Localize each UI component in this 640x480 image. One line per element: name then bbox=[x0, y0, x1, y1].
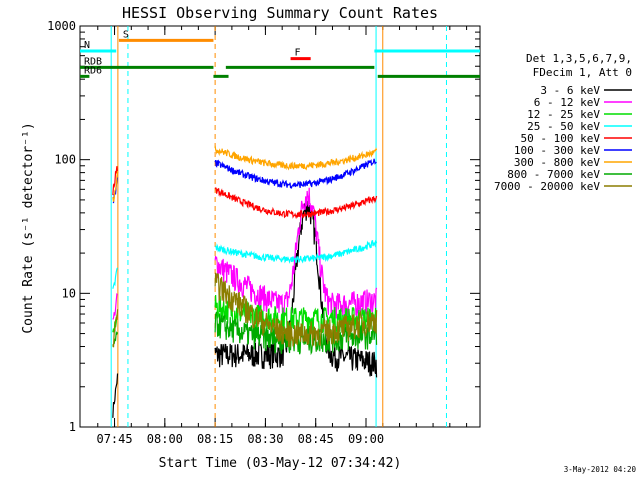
plot-frame bbox=[79, 25, 481, 428]
series-line-day bbox=[214, 200, 378, 378]
legend-label: 3 - 6 keV bbox=[540, 84, 600, 97]
series-line-pre bbox=[112, 373, 119, 418]
chart-title: HESSI Observing Summary Count Rates bbox=[122, 4, 438, 22]
status-label: N bbox=[84, 40, 90, 51]
series-line-pre bbox=[112, 166, 119, 196]
x-tick-label: 08:30 bbox=[247, 432, 283, 446]
legend-label: 300 - 800 keV bbox=[514, 156, 600, 169]
series-line-day bbox=[214, 158, 377, 190]
status-label: F bbox=[295, 48, 301, 59]
plot-area: 1 10 100 1000 07:45 08:00 08:15 08:30 08:45 09:00… bbox=[47, 19, 632, 446]
series-line-pre bbox=[112, 293, 118, 320]
series-line-day bbox=[214, 272, 378, 348]
legend-label: 50 - 100 keV bbox=[521, 132, 601, 145]
legend-label: 25 - 50 keV bbox=[527, 120, 600, 133]
legend-label: 12 - 25 keV bbox=[527, 108, 600, 121]
legend-label: 800 - 7000 keV bbox=[507, 168, 600, 181]
series-line-day bbox=[214, 187, 378, 220]
y-tick-label: 10 bbox=[62, 286, 76, 300]
x-tick-label: 07:45 bbox=[96, 432, 132, 446]
x-tick-label: 09:00 bbox=[348, 432, 384, 446]
status-label: RD6 bbox=[84, 65, 102, 76]
y-tick-label: 1000 bbox=[47, 19, 76, 33]
series-line-pre bbox=[112, 267, 119, 289]
legend-label: 6 - 12 keV bbox=[534, 96, 601, 109]
y-tick-label: 100 bbox=[54, 153, 76, 167]
x-tick-label: 08:00 bbox=[147, 432, 183, 446]
x-axis-label: Start Time (03-May-12 07:34:42) bbox=[159, 456, 402, 471]
legend-header-line: FDecim 1, Att 0 bbox=[533, 66, 632, 79]
series-line-pre bbox=[112, 170, 119, 202]
y-axis-label: Count Rate (s⁻¹ detector⁻¹) bbox=[21, 122, 36, 333]
x-tick-label: 08:45 bbox=[298, 432, 334, 446]
series-line-day bbox=[214, 187, 378, 319]
legend-header-line: Det 1,3,5,6,7,9, bbox=[526, 52, 632, 65]
series-line-day bbox=[214, 240, 378, 264]
legend-label: 7000 - 20000 keV bbox=[494, 180, 600, 193]
y-tick-label: 1 bbox=[69, 420, 76, 434]
series-line-pre bbox=[112, 309, 119, 348]
status-label: RDB bbox=[84, 56, 102, 67]
legend-label: 100 - 300 keV bbox=[514, 144, 600, 157]
timestamp: 3-May-2012 04:20 bbox=[564, 465, 637, 474]
series-line-day bbox=[214, 145, 378, 171]
status-label: S bbox=[123, 29, 129, 40]
x-tick-label: 08:15 bbox=[197, 432, 233, 446]
